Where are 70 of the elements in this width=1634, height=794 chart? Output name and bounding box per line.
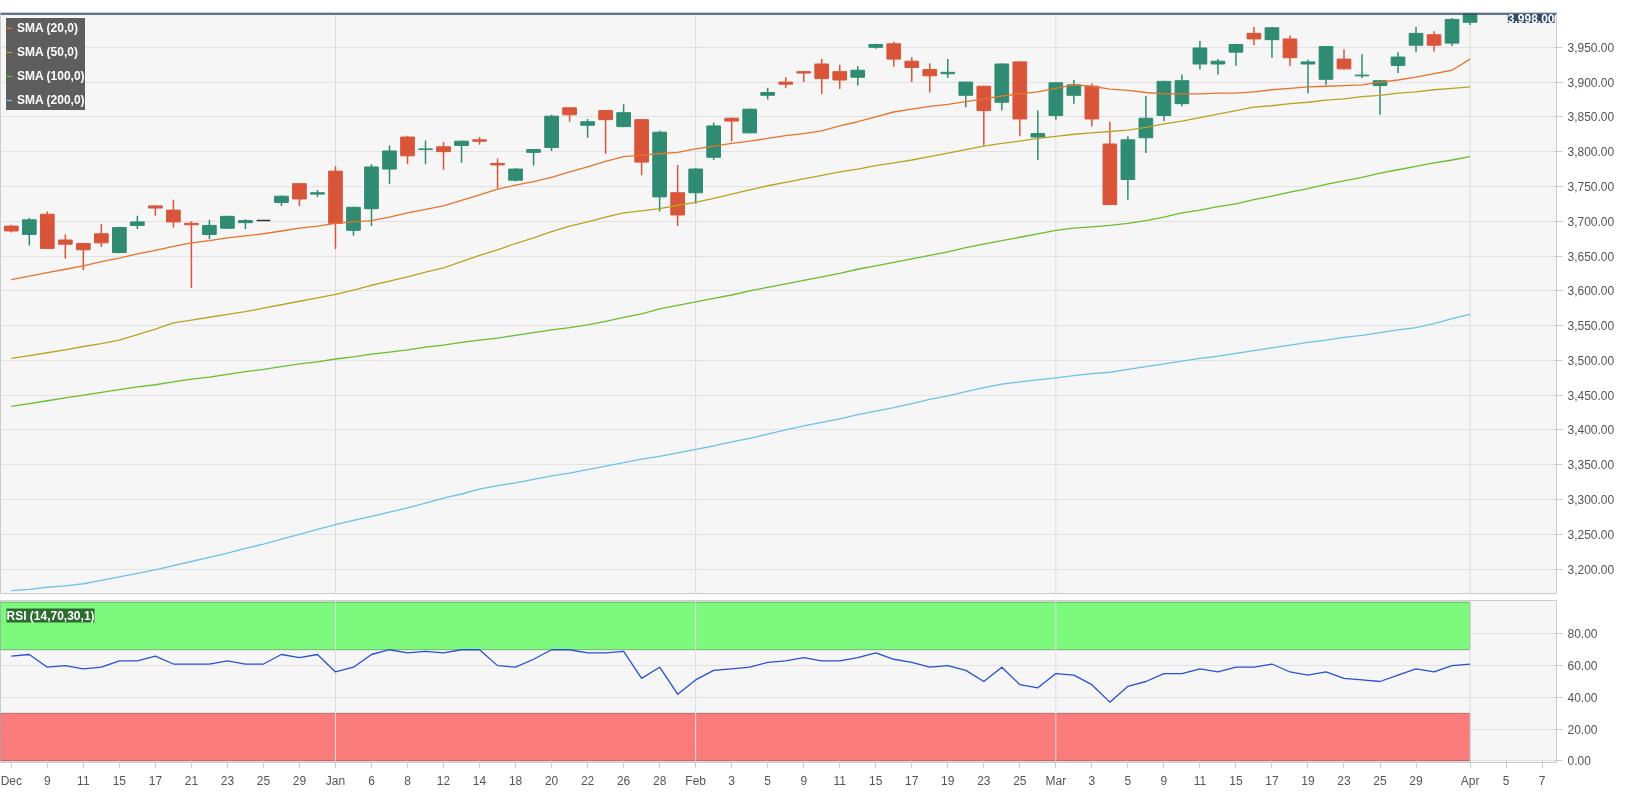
x-tick-label: 26 (616, 773, 631, 788)
x-tick-label: 19 (941, 773, 955, 788)
y-tick-label: 3,350.00 (1567, 458, 1615, 473)
x-tick-label: 23 (977, 773, 991, 788)
x-tick-label: 8 (404, 773, 412, 788)
y-tick-label: 3,850.00 (1567, 110, 1615, 125)
x-tick-label: 21 (184, 773, 199, 788)
x-tick-label: 20 (544, 773, 559, 788)
legend-label: SMA (20,0) (17, 21, 78, 35)
y-tick-label: 3,550.00 (1567, 319, 1615, 334)
x-tick-label: 23 (1337, 773, 1351, 788)
x-tick-label: 3 (1088, 773, 1096, 788)
x-tick-label: Dec (0, 773, 22, 788)
x-tick-label: Feb (685, 773, 707, 788)
y-tick-label: 3,750.00 (1567, 179, 1615, 194)
x-tick-label: 15 (869, 773, 883, 788)
x-tick-label: 5 (1502, 773, 1510, 788)
x-tick-label: 22 (580, 773, 595, 788)
x-tick-label: 18 (508, 773, 523, 788)
x-tick-label: 11 (833, 773, 847, 788)
x-tick-label: Mar (1045, 773, 1067, 788)
legend-label: SMA (50,0) (17, 45, 78, 59)
x-tick-label: 9 (1160, 773, 1168, 788)
x-tick-label: 17 (148, 773, 163, 788)
x-tick-label: 29 (292, 773, 307, 788)
y-tick-label: 3,900.00 (1567, 75, 1615, 90)
x-tick-label: 17 (1265, 773, 1279, 788)
text: RSI (14,70,30,1) (6, 608, 95, 623)
y-tick-label: 3,250.00 (1567, 527, 1615, 542)
x-tick-label: 23 (220, 773, 235, 788)
y-tick-label: 60.00 (1567, 659, 1598, 674)
y-tick-label: 3,400.00 (1567, 423, 1615, 438)
y-tick-label: 3,600.00 (1567, 284, 1615, 299)
y-tick-label: 3,650.00 (1567, 249, 1615, 264)
x-tick-label: Jan (325, 773, 346, 788)
y-tick-label: 0.00 (1567, 754, 1592, 769)
x-tick-label: 9 (800, 773, 808, 788)
y-tick-label: 3,700.00 (1567, 214, 1615, 229)
x-tick-label: 12 (436, 773, 451, 788)
y-tick-label: 3,950.00 (1567, 40, 1615, 55)
x-tick-label: 5 (1124, 773, 1132, 788)
x-tick-label: 25 (256, 773, 271, 788)
legend-label: SMA (200,0) (17, 93, 85, 107)
y-tick-label: 3,200.00 (1567, 562, 1615, 577)
x-tick-label: 3 (728, 773, 736, 788)
y-tick-label: 3,450.00 (1567, 388, 1615, 403)
x-tick-label: 17 (905, 773, 919, 788)
x-tick-label: Apr (1460, 773, 1480, 788)
x-tick-label: 7 (1538, 773, 1546, 788)
y-tick-label: 80.00 (1567, 627, 1598, 642)
x-tick-label: 11 (1193, 773, 1207, 788)
ref-line-label: 3,998.00 (1507, 11, 1555, 26)
x-tick-label: 14 (472, 773, 487, 788)
x-tick-label: 6 (368, 773, 376, 788)
y-tick-label: 40.00 (1567, 690, 1598, 705)
y-tick-label: 20.00 (1567, 722, 1598, 737)
y-tick-label: 3,800.00 (1567, 145, 1615, 160)
x-tick-label: 5 (764, 773, 772, 788)
x-tick-label: 9 (43, 773, 51, 788)
x-tick-label: 19 (1301, 773, 1315, 788)
x-tick-label: 29 (1409, 773, 1424, 788)
x-tick-label: 28 (652, 773, 667, 788)
legend-label: SMA (100,0) (17, 69, 85, 83)
x-tick-label: 11 (77, 773, 90, 788)
x-tick-label: 25 (1013, 773, 1027, 788)
x-tick-label: 15 (112, 773, 127, 788)
x-tick-label: 25 (1373, 773, 1388, 788)
y-tick-label: 3,500.00 (1567, 353, 1615, 368)
y-tick-label: 3,300.00 (1567, 493, 1615, 508)
x-tick-label: 15 (1229, 773, 1243, 788)
